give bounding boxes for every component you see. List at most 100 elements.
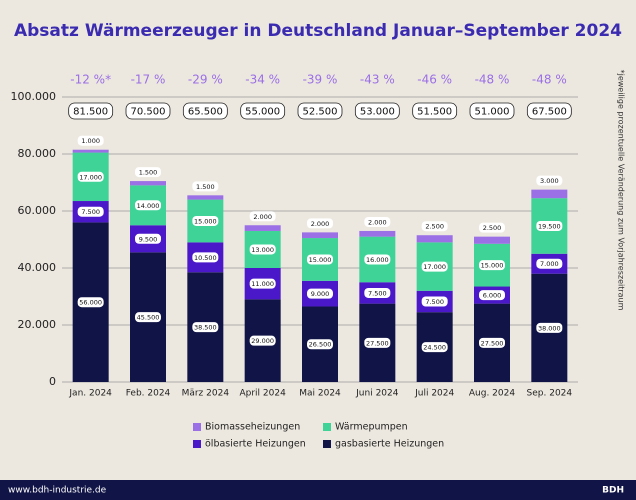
value-label: 7.500 <box>425 298 444 306</box>
value-label: 9.000 <box>311 290 330 298</box>
total-box <box>469 102 515 120</box>
value-label: 14.000 <box>137 202 160 210</box>
bar-segment <box>474 236 510 244</box>
value-label: 15.000 <box>194 217 217 225</box>
total-label: 67.500 <box>532 107 567 118</box>
value-label-box <box>536 175 563 186</box>
legend-swatch <box>193 440 201 448</box>
change-label: -46 % <box>417 73 452 87</box>
value-label: 7.500 <box>81 208 100 216</box>
total-label: 81.500 <box>73 107 108 118</box>
value-label: 26.500 <box>309 341 332 349</box>
bar-segment <box>416 235 453 243</box>
total-label: 65.500 <box>188 107 223 118</box>
total-box <box>68 102 114 120</box>
y-tick-label: 0 <box>49 375 56 388</box>
footer-brand: BDH <box>602 486 624 496</box>
value-label: 29.000 <box>251 337 274 345</box>
value-label: 2.000 <box>368 218 387 226</box>
value-label-box <box>479 290 505 301</box>
value-label-box <box>479 337 505 348</box>
value-label: 9.500 <box>139 235 158 243</box>
value-label: 27.500 <box>366 339 389 347</box>
x-tick-label: Juli 2024 <box>414 389 454 399</box>
legend-label: Wärmepumpen <box>335 422 408 433</box>
total-label: 53.000 <box>360 107 395 118</box>
value-label-box <box>364 254 391 265</box>
x-tick-label: März 2024 <box>182 389 230 399</box>
footer-url: www.bdh-industrie.de <box>8 486 107 496</box>
value-label: 38.000 <box>538 324 561 332</box>
value-label: 38.500 <box>194 324 217 332</box>
bar-segment <box>187 195 224 200</box>
x-tick-label: Sep. 2024 <box>527 389 573 399</box>
total-label: 51.500 <box>417 107 452 118</box>
value-label: 2.000 <box>311 220 330 228</box>
change-label: -43 % <box>360 73 395 87</box>
footnote: *jeweilige prozentuelle Veränderung zum … <box>617 70 626 311</box>
value-label: 1.500 <box>196 183 215 191</box>
value-label-box <box>421 296 448 307</box>
total-label: 51.000 <box>475 107 510 118</box>
value-label-box <box>536 220 563 231</box>
value-label-box <box>135 233 161 244</box>
change-label: -39 % <box>303 73 338 87</box>
chart-title: Absatz Wärmeerzeuger in Deutschland Janu… <box>14 21 622 41</box>
value-label: 45.500 <box>137 314 160 322</box>
change-label: -12 %* <box>70 73 111 87</box>
y-tick-label: 60.000 <box>18 204 57 217</box>
value-label: 7.500 <box>368 289 387 297</box>
legend-label: Biomasseheizungen <box>205 422 300 433</box>
value-label: 19.500 <box>538 222 561 230</box>
value-label: 1.000 <box>81 137 100 145</box>
value-label-box <box>364 337 391 348</box>
bar-segment <box>302 232 338 239</box>
value-label: 16.000 <box>366 256 389 264</box>
bar-segment <box>244 225 281 231</box>
value-label-box <box>77 171 104 182</box>
value-label: 2.500 <box>425 223 444 231</box>
value-label-box <box>421 261 448 272</box>
value-label: 11.000 <box>251 280 274 288</box>
value-label: 15.000 <box>309 256 332 264</box>
value-label-box <box>249 335 276 346</box>
value-label-box <box>192 215 219 226</box>
change-label: -17 % <box>131 73 166 87</box>
value-label-box <box>192 322 219 333</box>
value-label-box <box>307 218 333 229</box>
value-label-box <box>307 288 333 299</box>
value-label-box <box>479 222 505 233</box>
value-label-box <box>364 216 391 227</box>
value-label: 2.000 <box>253 213 272 221</box>
value-label-box <box>77 297 104 308</box>
value-label: 1.500 <box>139 169 158 177</box>
value-label-box <box>77 206 104 217</box>
y-tick-label: 100.000 <box>11 90 57 103</box>
value-label-box <box>249 278 276 289</box>
total-label: 55.000 <box>245 107 280 118</box>
value-label-box <box>249 211 276 222</box>
value-label: 10.500 <box>194 254 217 262</box>
value-label: 17.000 <box>79 173 102 181</box>
bar-segment <box>72 149 109 153</box>
value-label-box <box>249 244 276 255</box>
value-label: 15.000 <box>481 262 504 270</box>
value-label-box <box>364 287 391 298</box>
value-label-box <box>536 322 563 333</box>
bar-segment <box>130 181 166 186</box>
x-tick-label: Aug. 2024 <box>469 389 515 399</box>
value-label: 24.500 <box>423 344 446 352</box>
value-label-box <box>135 312 161 323</box>
total-box <box>297 102 343 120</box>
total-box <box>526 102 572 120</box>
total-box <box>125 102 171 120</box>
value-label-box <box>77 135 104 146</box>
legend-swatch <box>193 423 201 431</box>
value-label: 7.000 <box>540 260 559 268</box>
value-label: 13.000 <box>251 246 274 254</box>
legend-swatch <box>323 423 331 431</box>
value-label-box <box>307 339 333 350</box>
total-label: 52.500 <box>303 107 338 118</box>
y-tick-label: 20.000 <box>18 318 57 331</box>
